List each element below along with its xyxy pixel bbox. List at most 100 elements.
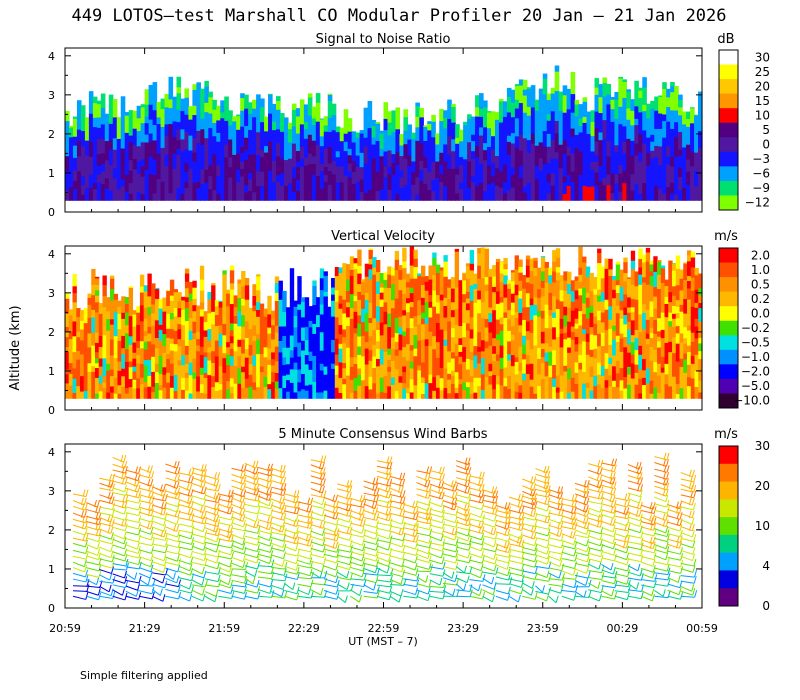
velocity-cell <box>582 328 587 334</box>
snr-cell <box>192 171 197 183</box>
velocity-cell <box>289 308 295 320</box>
velocity-cell <box>177 338 182 347</box>
snr-cell <box>168 98 174 109</box>
snr-cell <box>148 84 154 88</box>
velocity-cell <box>447 320 452 338</box>
snr-cell <box>172 120 178 138</box>
velocity-cell <box>361 387 366 399</box>
velocity-cell <box>368 258 373 265</box>
wind-barb <box>680 523 695 532</box>
velocity-cell <box>390 307 396 325</box>
wind-barb <box>323 579 340 588</box>
snr-cell <box>311 140 317 157</box>
velocity-cell <box>559 358 564 376</box>
velocity-cell <box>642 369 647 378</box>
velocity-cell <box>687 299 692 312</box>
snr-cell <box>395 107 401 114</box>
velocity-cell <box>638 248 643 253</box>
velocity-cell <box>218 300 223 303</box>
velocity-cell <box>376 348 381 359</box>
snr-cell <box>272 106 277 122</box>
velocity-cell <box>645 277 651 285</box>
snr-cell <box>272 160 277 172</box>
velocity-cell <box>480 350 486 359</box>
snr-cell <box>291 153 297 168</box>
velocity-cell <box>207 312 212 330</box>
velocity-cell <box>390 336 396 349</box>
snr-cell <box>291 177 297 193</box>
wind-barb <box>178 581 192 590</box>
velocity-cell <box>473 288 478 303</box>
snr-cell <box>502 193 508 201</box>
velocity-cell <box>672 336 677 354</box>
wind-barb <box>535 470 551 479</box>
velocity-cell <box>563 370 568 387</box>
velocity-cell <box>293 391 298 399</box>
wind-barb <box>72 489 89 498</box>
wind-barb <box>72 574 89 583</box>
snr-cell <box>598 181 604 201</box>
velocity-cell <box>226 341 231 348</box>
velocity-cell <box>638 331 643 346</box>
snr-cell <box>451 168 456 184</box>
wind-barb <box>614 499 630 508</box>
velocity-cell <box>458 295 463 311</box>
velocity-cell <box>68 373 74 386</box>
snr-cell <box>698 189 703 201</box>
snr-cell <box>506 154 512 172</box>
wind-barb <box>138 538 155 547</box>
wind-barb <box>627 501 643 510</box>
velocity-cell <box>226 380 231 390</box>
velocity-cell <box>510 271 516 282</box>
velocity-cell <box>398 361 403 377</box>
snr-cell <box>554 65 560 72</box>
snr-cell <box>574 162 580 182</box>
wind-barb <box>574 538 590 547</box>
velocity-cell <box>402 330 407 337</box>
velocity-cell <box>420 376 426 384</box>
velocity-cell <box>462 389 467 399</box>
snr-cell <box>670 91 675 111</box>
velocity-cell <box>417 340 422 354</box>
snr-cell <box>610 96 616 100</box>
velocity-cell <box>668 366 673 379</box>
snr-cell <box>192 84 197 90</box>
velocity-cell <box>364 276 370 294</box>
snr-cell <box>311 155 317 164</box>
wind-barb <box>337 545 353 553</box>
velocity-cell <box>282 298 287 312</box>
velocity-cell <box>675 255 681 269</box>
velocity-cell <box>660 329 666 339</box>
wind-barb <box>284 572 300 580</box>
velocity-cell <box>627 277 632 279</box>
velocity-cell <box>447 350 452 363</box>
velocity-cell <box>166 353 171 360</box>
velocity-cell <box>361 379 366 389</box>
snr-cell <box>287 158 293 171</box>
snr-cell <box>686 126 691 145</box>
velocity-cell <box>136 306 141 313</box>
velocity-cell <box>331 368 336 381</box>
snr-cell <box>582 152 588 170</box>
snr-cell <box>682 146 687 162</box>
wind-barb <box>495 550 512 558</box>
velocity-cell <box>203 377 208 394</box>
snr-cell <box>439 108 444 122</box>
snr-cell <box>558 91 564 101</box>
velocity-cell <box>334 365 340 375</box>
velocity-cell <box>222 339 227 354</box>
wind-barb <box>680 529 695 538</box>
wind-barb <box>125 572 138 580</box>
velocity-cell <box>653 271 658 288</box>
snr-cell <box>638 151 643 162</box>
velocity-cell <box>473 333 478 347</box>
snr-cell <box>140 141 146 160</box>
velocity-cell <box>522 390 527 399</box>
snr-cell <box>363 137 369 147</box>
y-tick-label: 2 <box>48 524 55 537</box>
velocity-cell <box>458 383 463 399</box>
velocity-cell <box>555 363 561 376</box>
velocity-cell <box>664 351 669 364</box>
snr-cell <box>315 186 321 201</box>
